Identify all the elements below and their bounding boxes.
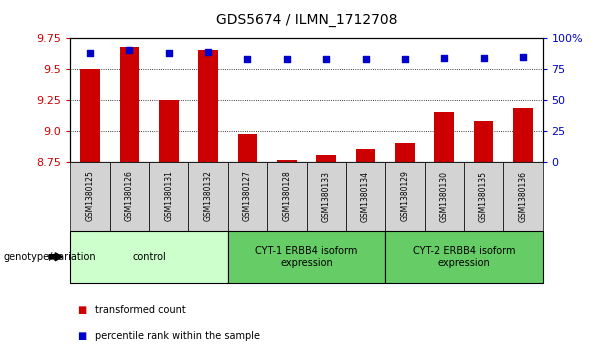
Text: GSM1380136: GSM1380136 — [519, 171, 527, 221]
Point — [282, 56, 292, 62]
Text: GSM1380131: GSM1380131 — [164, 171, 173, 221]
Point — [518, 54, 528, 60]
Text: genotype/variation: genotype/variation — [3, 252, 96, 262]
Bar — [513, 109, 533, 162]
Point — [321, 56, 331, 62]
Text: percentile rank within the sample: percentile rank within the sample — [95, 331, 260, 341]
Text: control: control — [132, 252, 166, 262]
Point — [360, 56, 370, 62]
Point — [204, 49, 213, 54]
Text: GSM1380127: GSM1380127 — [243, 171, 252, 221]
Point — [440, 55, 449, 61]
Bar — [395, 143, 414, 162]
Point — [164, 50, 173, 56]
Text: GSM1380134: GSM1380134 — [361, 171, 370, 221]
Text: GSM1380133: GSM1380133 — [322, 171, 330, 221]
Text: GSM1380125: GSM1380125 — [86, 171, 94, 221]
Bar — [159, 100, 178, 162]
Text: GSM1380129: GSM1380129 — [400, 171, 409, 221]
Bar — [316, 155, 336, 162]
Point — [479, 55, 489, 61]
Point — [400, 56, 409, 62]
Text: GSM1380130: GSM1380130 — [440, 171, 449, 221]
Bar — [277, 160, 297, 162]
Bar — [356, 149, 375, 162]
Text: ■: ■ — [77, 331, 86, 341]
Text: GSM1380132: GSM1380132 — [204, 171, 213, 221]
Bar — [80, 69, 100, 162]
Text: GSM1380126: GSM1380126 — [125, 171, 134, 221]
Text: ■: ■ — [77, 305, 86, 315]
Text: CYT-2 ERBB4 isoform
expression: CYT-2 ERBB4 isoform expression — [413, 246, 515, 268]
Point — [243, 56, 253, 62]
Point — [124, 48, 134, 53]
Text: transformed count: transformed count — [95, 305, 186, 315]
Bar — [199, 50, 218, 162]
Bar — [435, 112, 454, 162]
Bar — [238, 134, 257, 162]
Text: GSM1380135: GSM1380135 — [479, 171, 488, 221]
Text: CYT-1 ERBB4 isoform
expression: CYT-1 ERBB4 isoform expression — [255, 246, 358, 268]
Bar — [474, 121, 493, 162]
Text: GDS5674 / ILMN_1712708: GDS5674 / ILMN_1712708 — [216, 13, 397, 27]
Text: GSM1380128: GSM1380128 — [283, 171, 291, 221]
Point — [85, 50, 95, 56]
Bar — [120, 47, 139, 162]
